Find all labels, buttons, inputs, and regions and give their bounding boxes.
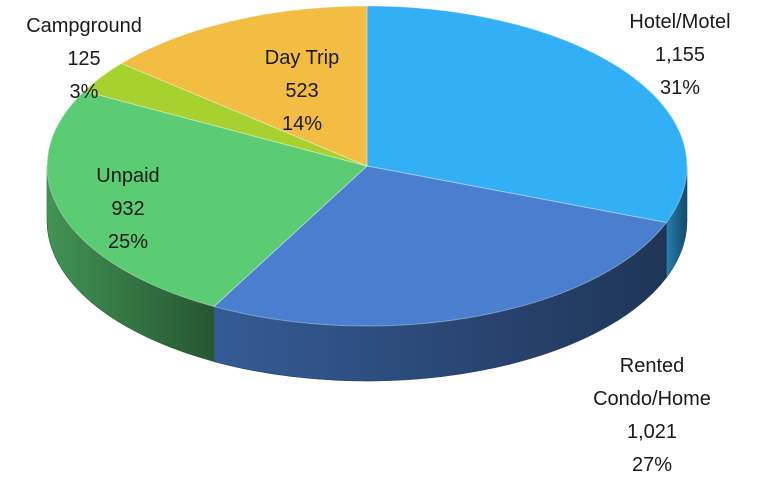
data-label-hotel-motel: Hotel/Motel 1,155 31% [629, 11, 730, 99]
pie-slice-rented-condo-home [212, 165, 668, 327]
pie-slice-campground [83, 62, 368, 167]
data-label-day-trip: Day Trip 523 14% [265, 47, 339, 135]
data-label-unpaid: Unpaid 932 25% [96, 165, 159, 253]
pie-side-unpaid [46, 165, 215, 362]
pie-labels: Hotel/Motel 1,155 31% Rented Condo/Home 1,021… [26, 11, 730, 476]
data-label-rented-condo-home: Rented Condo/Home 1,021 27% [593, 355, 711, 476]
pie-slice-day-trip [120, 5, 368, 167]
pie-slice-hotel-motel [366, 5, 688, 224]
pie-tops [46, 5, 688, 327]
pie-slice-unpaid [46, 90, 369, 308]
data-label-campground: Campground 125 3% [26, 15, 142, 103]
